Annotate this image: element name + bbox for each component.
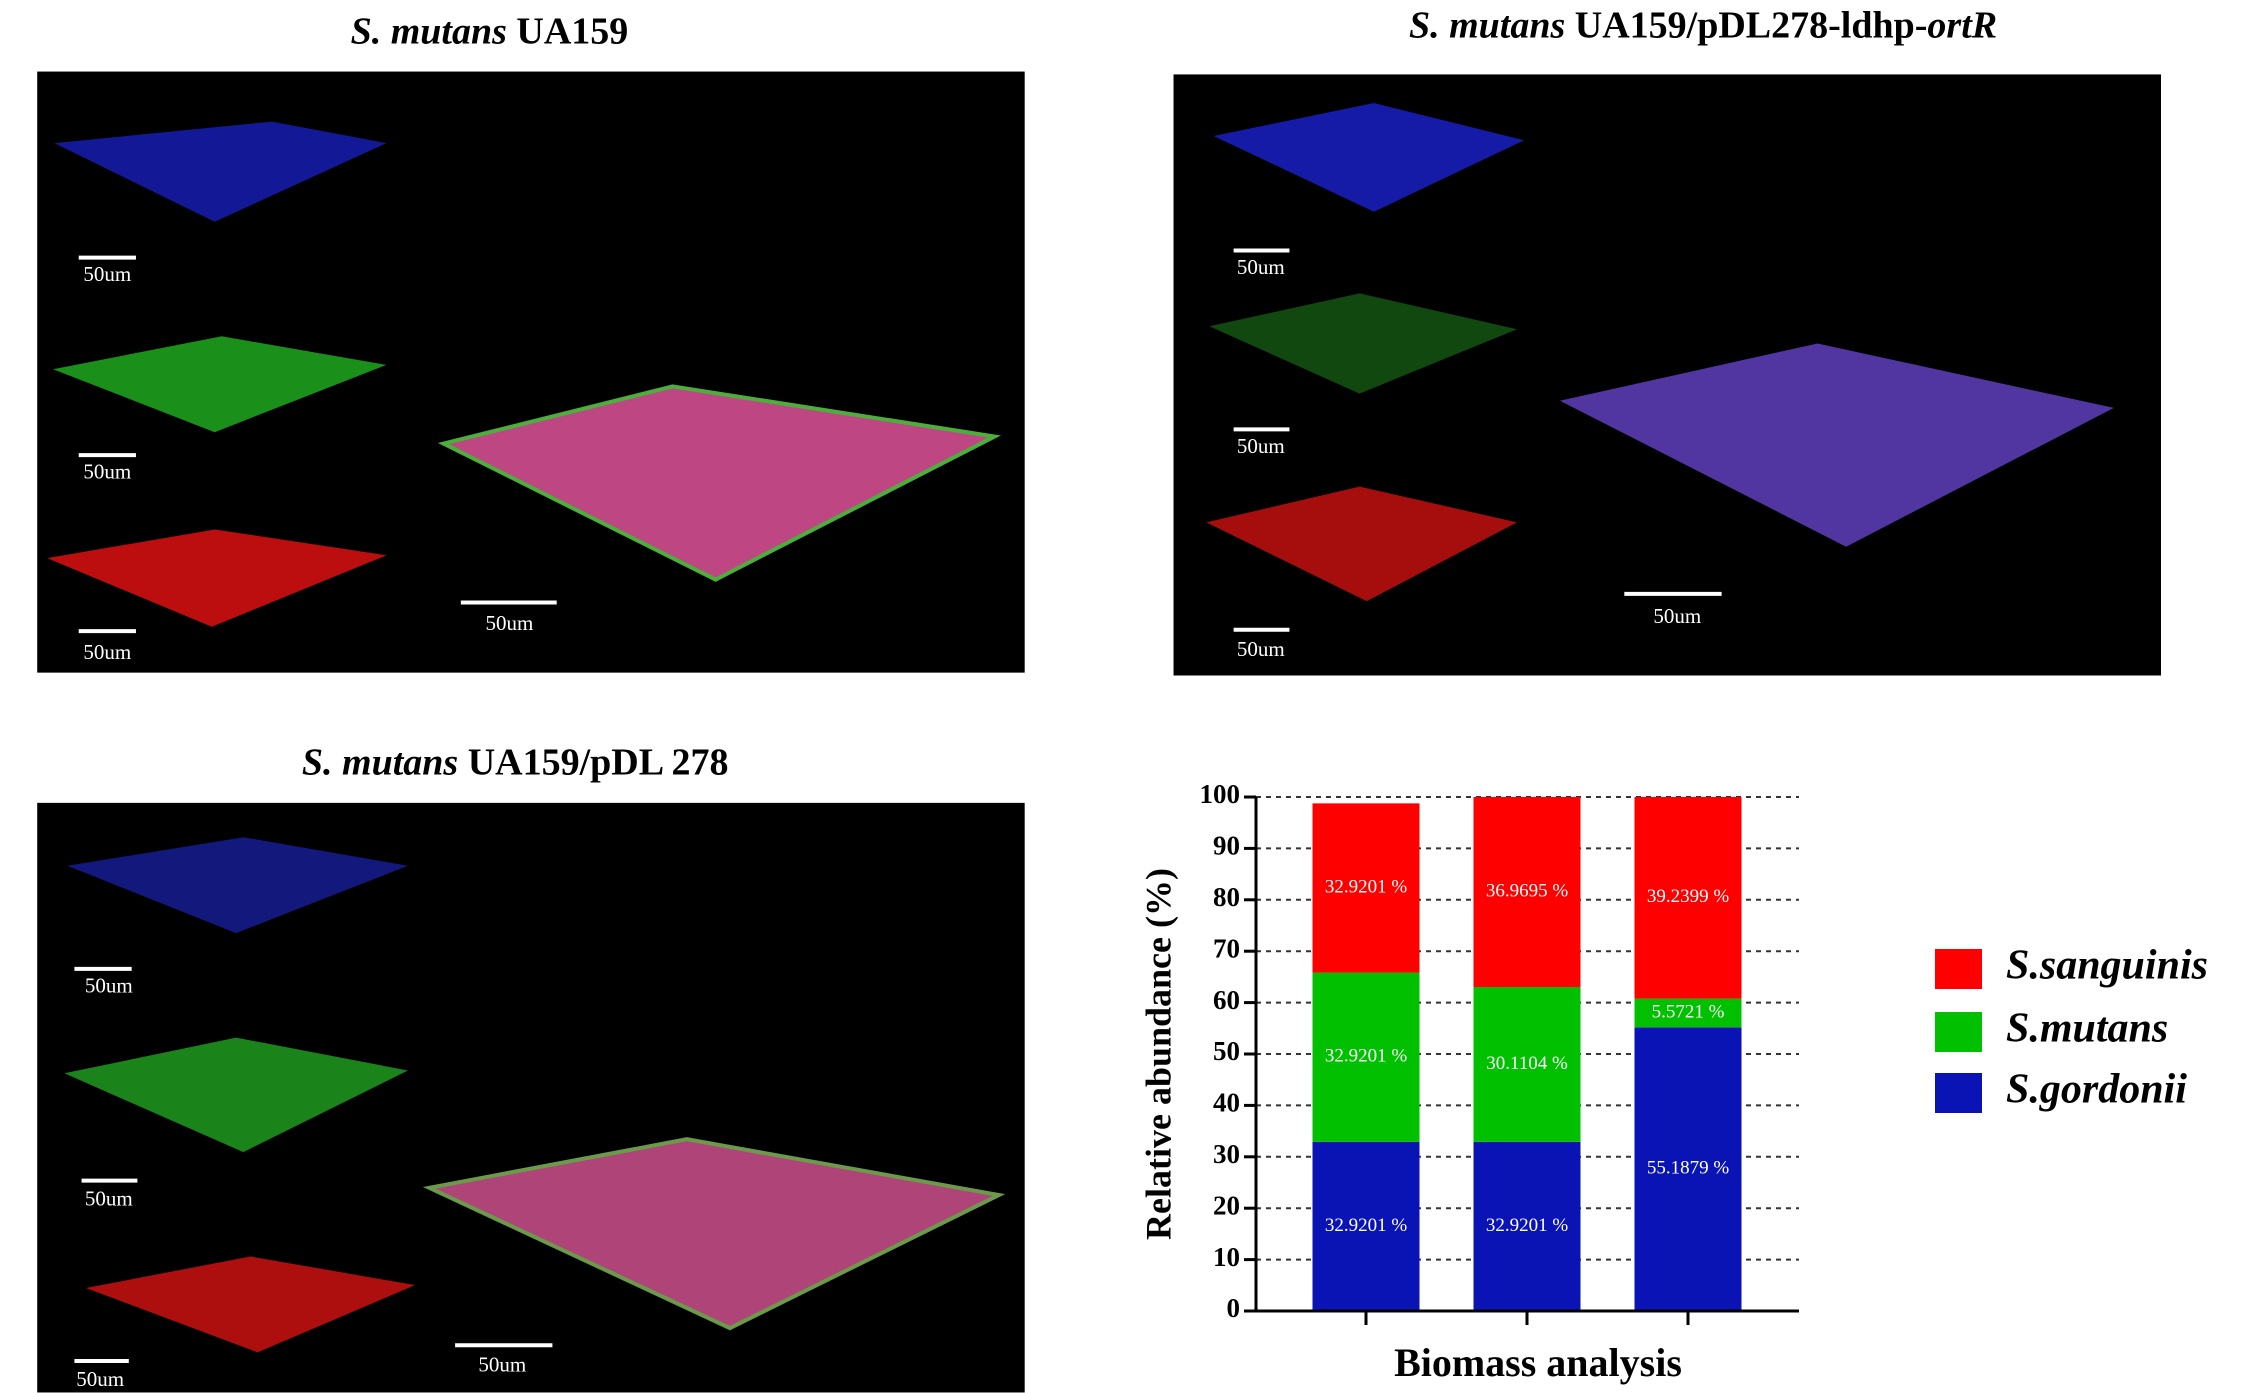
y-tick-label: 0 [1227, 1293, 1241, 1323]
y-tick-label: 10 [1213, 1242, 1240, 1272]
figure: 50um50um50um50umS. mutans UA15950um50um5… [0, 0, 2244, 1393]
value-label: 55.1879 % [1647, 1158, 1730, 1179]
value-label: 32.9201 % [1325, 1215, 1408, 1236]
title-segment: ortR [1927, 4, 1997, 46]
scale-label: 50um [83, 460, 131, 484]
title-segment: UA159/pDL278-ldhp- [1565, 4, 1927, 46]
y-tick-label: 100 [1200, 779, 1241, 809]
y-axis-label: Relative abundance (%) [1138, 868, 1178, 1240]
y-tick-label: 50 [1213, 1036, 1240, 1066]
title-segment: S. mutans [302, 741, 458, 783]
title-segment: UA159 [507, 10, 628, 52]
panel-title: S. mutans UA159/pDL 278 [302, 741, 729, 783]
panel-title: S. mutans UA159/pDL278-ldhp-ortR [1409, 4, 1997, 46]
scale-label: 50um [83, 640, 131, 664]
legend-label: S.sanguinis [2006, 943, 2208, 989]
value-label: 32.9201 % [1486, 1215, 1569, 1236]
value-label: 36.9695 % [1486, 880, 1569, 901]
scale-label: 50um [85, 1187, 133, 1211]
value-label: 30.1104 % [1486, 1053, 1568, 1074]
value-label: 32.9201 % [1325, 876, 1408, 897]
legend-label: S.mutans [2006, 1006, 2168, 1052]
title-segment: UA159/pDL 278 [458, 741, 728, 783]
scale-label: 50um [478, 1353, 526, 1377]
legend-swatch [1935, 949, 1982, 989]
legend-label: S.gordonii [2006, 1067, 2187, 1113]
scale-label: 50um [1237, 434, 1285, 458]
micrograph-panel: 50um 50um 50um 50um [37, 803, 1024, 1393]
y-tick-label: 40 [1213, 1088, 1240, 1118]
scale-label: 50um [1237, 637, 1285, 661]
scale-label: 50um [76, 1367, 124, 1391]
value-label: 5.5721 % [1652, 1001, 1725, 1022]
title-segment: S. mutans [1409, 4, 1565, 46]
scale-label: 50um [1653, 604, 1701, 628]
y-tick-label: 90 [1213, 831, 1240, 861]
y-tick-label: 80 [1213, 882, 1240, 912]
y-tick-label: 20 [1213, 1190, 1240, 1220]
value-label: 39.2399 % [1647, 886, 1730, 907]
scale-label: 50um [85, 973, 133, 997]
scale-label: 50um [486, 611, 534, 635]
micrograph-panel: 50um 50um 50um 50um [1174, 74, 2161, 675]
micrograph-panel: 50um 50um 50um 50um [37, 72, 1024, 673]
y-tick-label: 60 [1213, 985, 1240, 1015]
x-axis-label: Biomass analysis [1394, 1340, 1682, 1385]
scale-label: 50um [83, 262, 131, 286]
title-segment: S. mutans [351, 10, 507, 52]
page: 50um50um50um50umS. mutans UA15950um50um5… [0, 0, 2244, 1393]
legend-swatch [1935, 1073, 1982, 1113]
y-tick-label: 70 [1213, 933, 1240, 963]
y-tick-label: 30 [1213, 1139, 1240, 1169]
legend-swatch [1935, 1012, 1982, 1052]
panel-title: S. mutans UA159 [351, 10, 629, 52]
scale-label: 50um [1237, 255, 1285, 279]
value-label: 32.9201 % [1325, 1046, 1408, 1067]
